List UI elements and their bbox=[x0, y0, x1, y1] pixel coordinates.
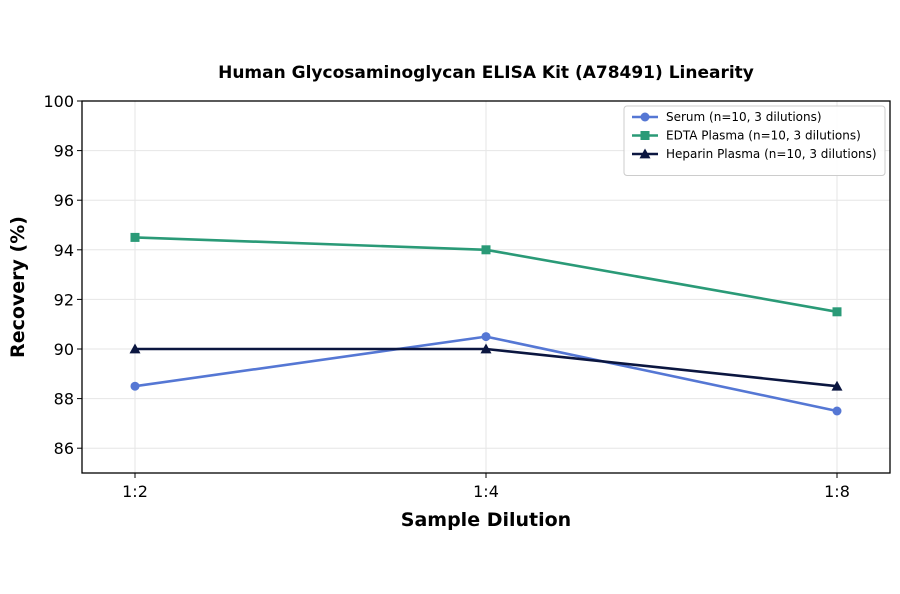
data-point-square bbox=[130, 232, 140, 242]
y-tick-label: 86 bbox=[54, 439, 74, 458]
legend-marker bbox=[640, 112, 650, 122]
data-point-circle bbox=[832, 406, 842, 416]
x-tick-label: 1:4 bbox=[473, 482, 499, 501]
data-point-circle bbox=[130, 381, 140, 391]
data-point-square bbox=[832, 307, 842, 317]
data-point-square bbox=[481, 245, 491, 255]
series-layer bbox=[129, 232, 843, 416]
data-point-circle bbox=[481, 332, 491, 342]
y-tick-label: 92 bbox=[54, 290, 74, 309]
data-point-triangle bbox=[831, 380, 843, 391]
y-axis-label: Recovery (%) bbox=[7, 216, 29, 358]
x-tick-label: 1:2 bbox=[122, 482, 148, 501]
series-2 bbox=[130, 232, 842, 317]
y-tick-label: 98 bbox=[54, 142, 74, 161]
legend-entry: EDTA Plasma (n=10, 3 dilutions) bbox=[632, 129, 861, 143]
series-3 bbox=[129, 343, 843, 391]
x-tick-label: 1:8 bbox=[824, 482, 850, 501]
legend-label: EDTA Plasma (n=10, 3 dilutions) bbox=[666, 129, 861, 143]
series-1 bbox=[130, 332, 842, 416]
y-tick-label: 96 bbox=[54, 191, 74, 210]
legend-box bbox=[623, 105, 886, 176]
data-point-triangle bbox=[480, 343, 492, 354]
y-tick-label: 88 bbox=[54, 390, 74, 409]
legend-marker bbox=[639, 148, 651, 159]
legend-entry: Heparin Plasma (n=10, 3 dilutions) bbox=[632, 147, 877, 161]
legend-label: Serum (n=10, 3 dilutions) bbox=[666, 110, 822, 124]
y-tick-label: 94 bbox=[54, 241, 74, 260]
chart-title: Human Glycosaminoglycan ELISA Kit (A7849… bbox=[218, 63, 754, 83]
y-tick-label: 100 bbox=[43, 92, 74, 111]
legend-label: Heparin Plasma (n=10, 3 dilutions) bbox=[666, 147, 877, 161]
y-tick-label: 90 bbox=[54, 340, 74, 359]
legend-entry: Serum (n=10, 3 dilutions) bbox=[632, 110, 822, 124]
x-axis-label: Sample Dilution bbox=[401, 509, 571, 531]
legend: Serum (n=10, 3 dilutions) EDTA Plasma (n=… bbox=[623, 105, 886, 176]
data-point-triangle bbox=[129, 343, 141, 354]
axis-ticks: 86 88 90 92 94 96 98 100 1:2 1:4 1:8 bbox=[43, 92, 849, 501]
legend-marker bbox=[640, 131, 650, 140]
